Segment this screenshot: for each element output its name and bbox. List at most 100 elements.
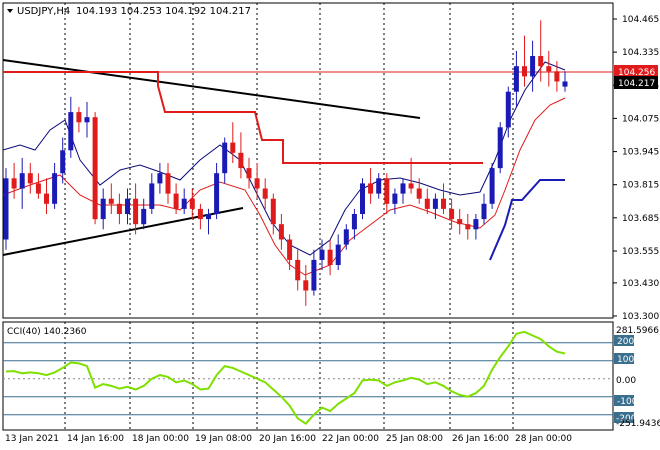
candle — [360, 178, 365, 220]
cci-level-0: 0.00 — [616, 376, 636, 386]
time-tick-label: 26 Jan 16:00 — [452, 434, 509, 444]
chart-header: USDJPY,H4 104.193 104.253 104.192 104.21… — [7, 6, 251, 17]
candle — [230, 122, 236, 163]
candle — [465, 214, 471, 240]
candle — [457, 208, 463, 235]
candle — [343, 224, 349, 250]
resistance-price-tag: 104.256 — [618, 68, 655, 78]
time-tick-label: 18 Jan 00:00 — [132, 434, 189, 444]
time-axis: 13 Jan 2021 14 Jan 16:00 18 Jan 00:00 19 Ja… — [5, 434, 572, 444]
cci-axis: 281.5966 200 100 0.00 -100 -200 -251.943… — [614, 326, 660, 429]
candle — [3, 168, 9, 250]
candle — [100, 188, 106, 230]
candle — [11, 163, 17, 199]
candle — [473, 214, 479, 240]
candle — [108, 183, 114, 214]
candle — [489, 163, 495, 209]
candle — [246, 157, 252, 189]
blue-step-line — [489, 179, 565, 261]
candle — [254, 163, 260, 199]
candles — [3, 20, 568, 306]
cci-label: CCI(40) 140.2360 — [7, 327, 87, 337]
candle — [262, 178, 268, 209]
candle — [68, 96, 74, 158]
main-panel[interactable] — [2, 2, 614, 319]
symbol-label: USDJPY,H4 — [17, 6, 70, 17]
candle — [335, 234, 341, 271]
candle — [538, 20, 544, 82]
cci-line — [5, 330, 566, 426]
candle — [368, 168, 374, 204]
candle — [222, 137, 228, 184]
candle — [27, 163, 33, 194]
ascending-trendline[interactable] — [2, 207, 244, 256]
candle — [384, 173, 390, 214]
cci-level-100: 100 — [617, 355, 634, 365]
cci-scale-min: -251.9436 — [616, 419, 660, 429]
candle — [432, 193, 438, 220]
candle — [513, 50, 519, 107]
time-tick-label: 22 Jan 00:00 — [322, 434, 379, 444]
candle — [295, 249, 301, 291]
candle — [84, 101, 90, 138]
candle — [554, 61, 560, 92]
descending-trendline[interactable] — [2, 59, 421, 119]
candle — [287, 234, 293, 271]
candle — [133, 183, 139, 235]
candle — [189, 188, 195, 220]
candle — [303, 265, 309, 306]
candle — [392, 188, 398, 214]
cci-level-minus200: -200 — [616, 414, 637, 424]
cci-scale-max: 281.5966 — [616, 326, 659, 336]
candle — [351, 208, 357, 240]
candle — [52, 163, 58, 209]
dropdown-triangle-icon[interactable] — [7, 9, 13, 13]
candle — [141, 198, 147, 230]
candle — [238, 132, 244, 179]
candle — [562, 71, 568, 92]
candle — [416, 178, 422, 204]
candle — [408, 157, 414, 194]
candle — [327, 239, 333, 276]
candle — [441, 183, 446, 214]
candle — [173, 183, 179, 214]
candle — [197, 203, 203, 230]
price-tick-label: 104.335 — [622, 48, 659, 58]
candle — [76, 107, 82, 133]
candle — [546, 50, 552, 87]
candle — [481, 193, 487, 225]
candle — [400, 178, 406, 204]
candle — [278, 214, 284, 250]
vertical-grid — [64, 3, 514, 430]
candle — [497, 122, 503, 174]
candle — [60, 137, 66, 184]
candle — [319, 239, 325, 271]
time-tick-label: 28 Jan 00:00 — [515, 434, 572, 444]
overlays — [2, 59, 613, 276]
red-step-line — [3, 71, 483, 164]
candle — [424, 188, 430, 214]
ohlc-label: 104.193 104.253 104.192 104.217 — [76, 6, 251, 17]
candle — [125, 188, 130, 225]
cci-panel[interactable] — [2, 321, 614, 431]
price-tick-label: 103.300 — [622, 312, 659, 322]
candle — [116, 193, 122, 225]
candle — [449, 198, 455, 230]
candle — [214, 163, 220, 220]
candle — [92, 112, 98, 225]
candle — [206, 208, 211, 235]
bid-price-tag: 104.217 — [618, 79, 655, 89]
time-tick-label: 25 Jan 08:00 — [386, 434, 443, 444]
candle — [44, 178, 49, 214]
price-axis: 104.465104.335104.205104.075103.945103.8… — [613, 15, 659, 322]
time-tick-label: 13 Jan 2021 — [5, 434, 59, 444]
cci-level-minus100: -100 — [617, 397, 638, 407]
time-tick-label: 20 Jan 16:00 — [259, 434, 316, 444]
price-tick-label: 103.555 — [622, 247, 659, 257]
price-tick-label: 103.945 — [622, 148, 659, 158]
candle — [505, 86, 511, 138]
candle — [376, 173, 382, 199]
price-tags: 104.256 104.217 — [614, 65, 658, 89]
candle — [157, 163, 163, 194]
